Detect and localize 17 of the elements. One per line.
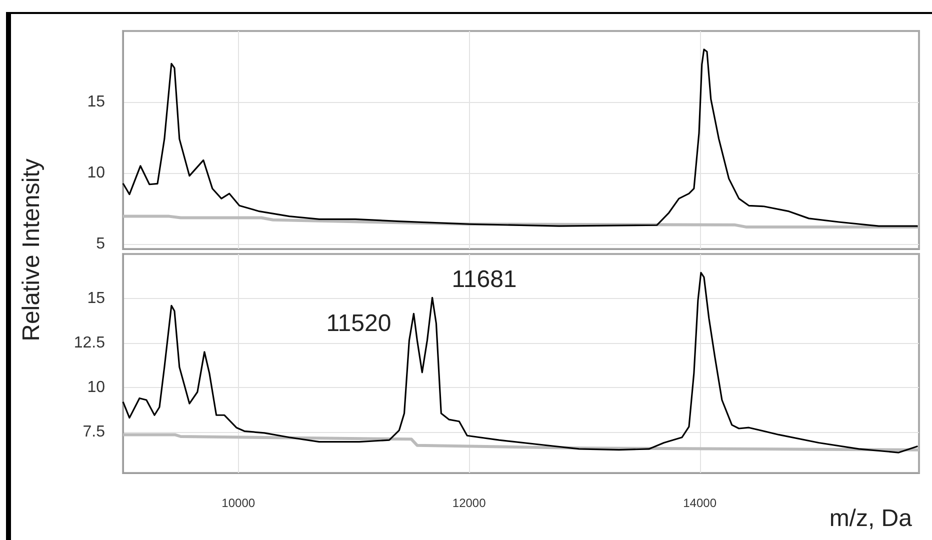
annotation: 11520	[326, 310, 392, 338]
x-tick-label: 12000	[452, 496, 486, 510]
y-tick-label: 7.5	[82, 424, 106, 441]
annotation: 11681	[452, 266, 517, 294]
y-tick-label: 10	[87, 379, 106, 396]
x-tick-label: 10000	[222, 496, 256, 510]
y-tick-label: 12.5	[74, 334, 106, 352]
line-series	[122, 272, 919, 454]
y-tick-label: 5	[96, 236, 106, 252]
x-axis-title: m/z, Da	[829, 505, 912, 533]
line-series	[122, 48, 919, 227]
line-series	[122, 433, 920, 452]
y-tick-label: 10	[87, 164, 106, 182]
x-tick-label: 14000	[683, 496, 717, 510]
y-tick-label: 15	[87, 290, 106, 308]
y-tick-label: 15	[87, 94, 106, 110]
y-axis-title: Relative Intensity	[18, 158, 46, 342]
